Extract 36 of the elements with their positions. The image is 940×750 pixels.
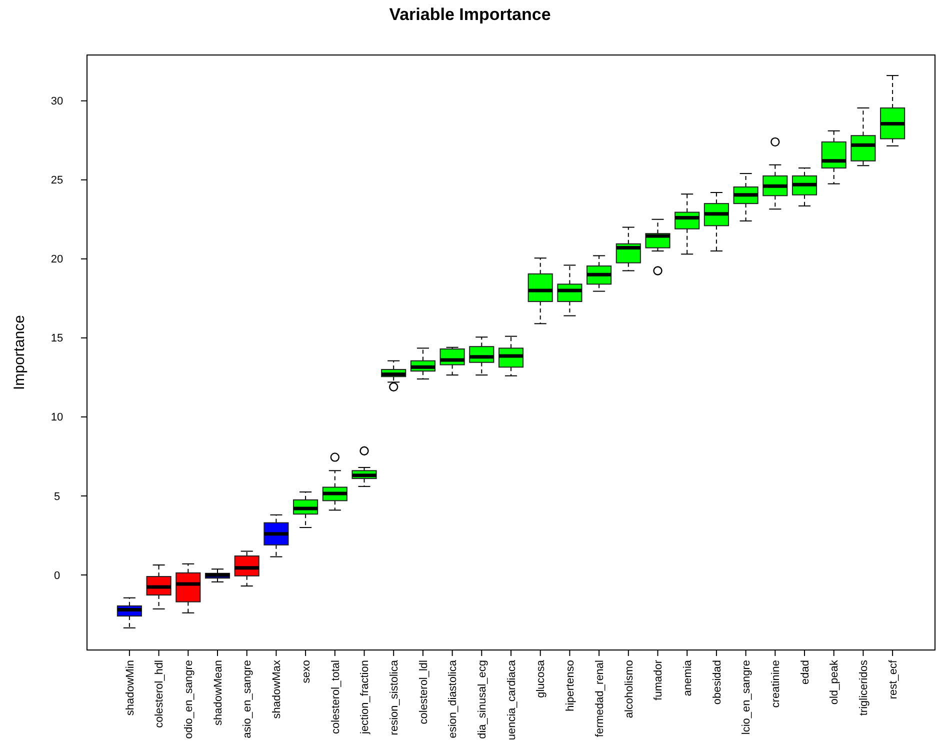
x-tick-label: sexo (300, 660, 312, 684)
x-tick-label: hipertenso (564, 660, 577, 712)
y-axis-title: Importance (11, 314, 28, 390)
chart-title: Variable Importance (389, 5, 551, 24)
y-tick-label: 10 (50, 412, 64, 424)
x-tick-label: old_peak (828, 660, 841, 705)
x-tick-label: shadowMean (212, 660, 224, 726)
x-tick-label: creatinine (770, 660, 782, 708)
y-tick-label: 30 (50, 96, 64, 108)
x-tick-label: trigliceridos (858, 660, 870, 716)
x-tick-label: anemia (682, 659, 694, 696)
x-tick-label: colesterol_hdl (154, 660, 166, 728)
x-tick-label: shadowMax (271, 660, 284, 719)
x-tick-label: edad (799, 660, 812, 684)
x-tick-label: alcoholismo (623, 660, 636, 718)
x-tick-label: dia_sinusal_ecg (476, 660, 488, 739)
y-tick-label: 20 (50, 254, 64, 266)
y-tick-label: 0 (54, 570, 60, 582)
x-tick-label: uencia_cardiaca (506, 659, 518, 740)
x-tick-label: colesterol_ldl (418, 660, 430, 724)
x-tick-label: colesterol_total (330, 660, 342, 734)
x-tick-label: rest_ecf (887, 659, 900, 700)
x-tick-label: fermedad_renal (594, 660, 606, 738)
x-tick-label: asio_en_sangre (242, 660, 254, 738)
x-tick-label: fumador (652, 660, 665, 700)
y-tick-label: 15 (50, 332, 64, 345)
x-tick-label: esion_diastolica (447, 659, 460, 738)
x-tick-label: resion_sistolica (388, 659, 400, 736)
x-tick-label: jection_fraction (359, 660, 372, 735)
x-tick-label: glucosa (535, 659, 548, 698)
x-tick-label: lcio_en_sangre (740, 660, 753, 735)
x-tick-label: obesidad (711, 660, 724, 705)
y-tick-label: 5 (54, 490, 60, 503)
x-tick-label: shadowMin (124, 660, 136, 716)
y-tick-label: 25 (50, 174, 64, 187)
x-tick-label: odio_en_sangre (183, 660, 195, 739)
